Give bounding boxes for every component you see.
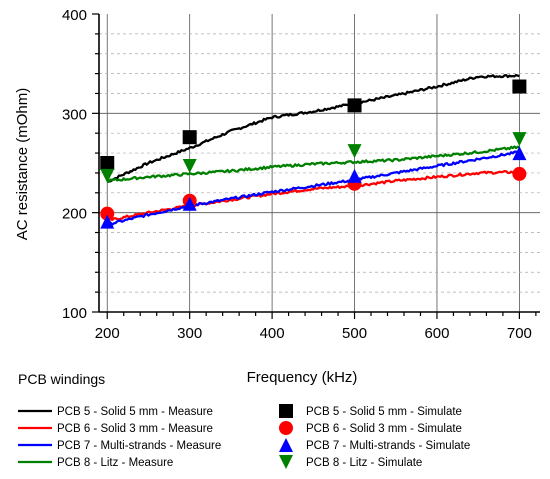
legend-label: PCB 5 - Solid 5 mm - Simulate	[306, 406, 462, 418]
data-point	[182, 196, 197, 211]
legend-label: PCB 6 - Solid 3 mm - Simulate	[306, 423, 462, 435]
x-tick-label: 500	[342, 325, 367, 342]
axes	[92, 13, 540, 319]
series-layer	[106, 73, 521, 226]
y-tick-label: 100	[62, 305, 87, 322]
data-point	[182, 158, 197, 173]
legend-label: PCB 7 - Multi-strands - Simulate	[306, 440, 470, 452]
data-point	[100, 214, 115, 229]
legend-marker	[279, 421, 293, 435]
legend-marker	[279, 404, 293, 418]
x-axis-title: Frequency (kHz)	[247, 369, 358, 386]
legend: PCB 5 - Solid 5 mm - Measure PCB 6 - Soli…	[18, 404, 470, 469]
x-tick-label: 400	[260, 325, 285, 342]
data-point	[347, 168, 362, 183]
data-point	[100, 168, 115, 183]
data-point	[100, 156, 115, 170]
y-axis-title: AC resistance (mOhm)	[14, 88, 31, 241]
y-tick-label: 400	[62, 7, 87, 24]
series-line-pcb-5	[106, 73, 520, 183]
y-tick-label: 300	[62, 106, 87, 123]
legend-marker	[279, 455, 293, 469]
data-point	[512, 166, 527, 181]
x-tick-label: 200	[95, 325, 120, 342]
series-line-pcb-8	[106, 145, 520, 183]
data-point	[512, 132, 527, 147]
y-tick-label: 200	[62, 206, 87, 223]
markers-layer	[100, 79, 527, 229]
legend-label: PCB 8 - Litz - Measure	[57, 457, 173, 469]
data-point	[512, 146, 527, 161]
legend-label: PCB 5 - Solid 5 mm - Measure	[57, 406, 213, 418]
x-tick-label: 300	[177, 325, 202, 342]
data-point	[347, 98, 362, 113]
x-tick-label: 700	[507, 325, 532, 342]
series-line-pcb-6	[106, 170, 520, 222]
legend-label: PCB 7 - Multi-strands - Measure	[57, 440, 221, 452]
x-tick-label: 600	[424, 325, 449, 342]
legend-heading: PCB windings	[18, 371, 105, 387]
data-point	[100, 206, 115, 221]
data-point	[347, 144, 362, 159]
legend-label: PCB 8 - Litz - Simulate	[306, 457, 422, 469]
tick-labels: 100 200 300 400 200 300 400 500 600 700	[62, 7, 532, 342]
data-point	[512, 79, 527, 94]
legend-label: PCB 6 - Solid 3 mm - Measure	[57, 423, 213, 435]
series-line-pcb-7	[106, 150, 521, 226]
legend-marker	[279, 438, 293, 452]
data-point	[182, 130, 197, 145]
